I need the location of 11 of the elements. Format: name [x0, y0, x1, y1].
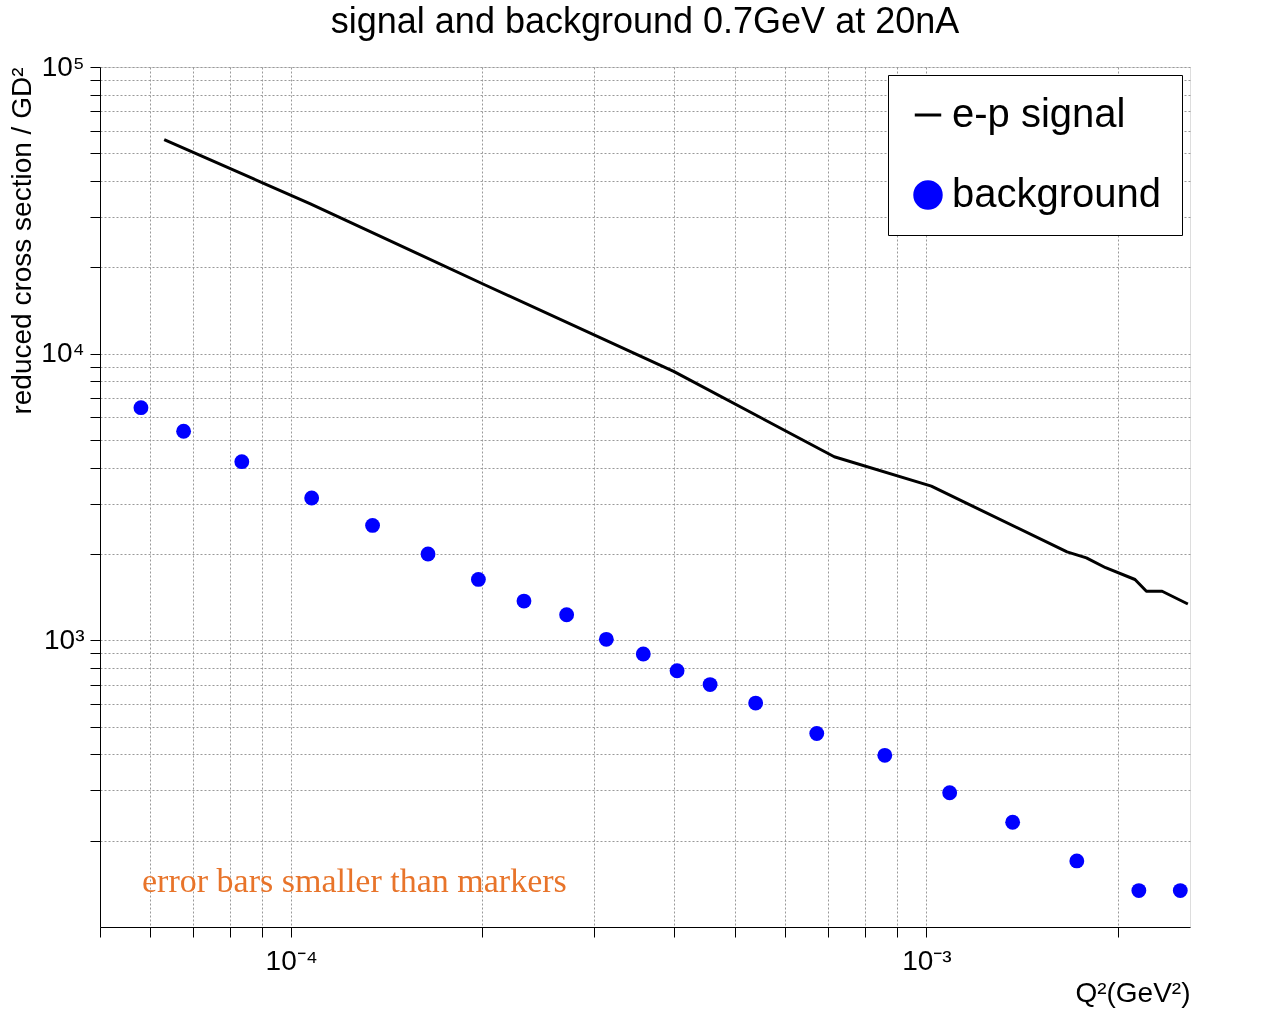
x-axis-title: Q²(GeV²)	[1075, 976, 1191, 1008]
y-tick-label: 10⁴	[41, 337, 85, 369]
chart-title: signal and background 0.7GeV at 20nA	[330, 0, 960, 41]
legend-label: background	[952, 171, 1162, 215]
x-tick-label: 10⁻⁴	[265, 944, 318, 976]
y-tick-label: 10⁵	[41, 50, 85, 82]
y-axis-title: reduced cross section / GD²	[6, 67, 38, 415]
x-tick-label: 10⁻³	[902, 944, 952, 976]
legend-label: e-p signal	[952, 91, 1126, 135]
y-tick-label: 10³	[44, 623, 85, 655]
annotation: error bars smaller than markers	[142, 862, 567, 899]
